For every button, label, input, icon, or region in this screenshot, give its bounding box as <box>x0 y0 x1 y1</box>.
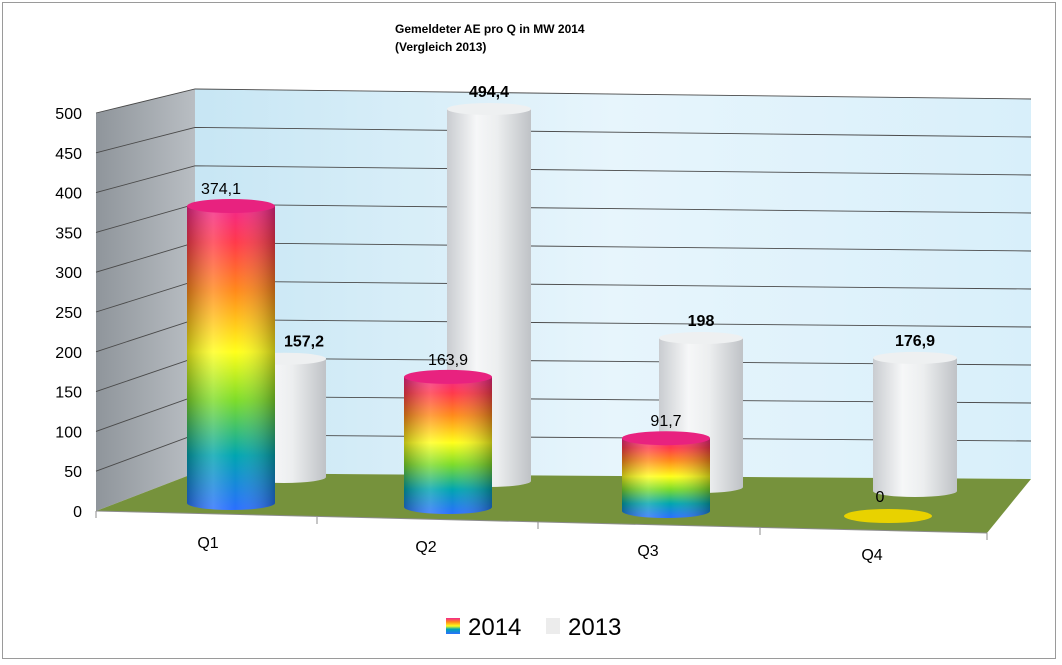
y-tick-label: 450 <box>55 146 82 163</box>
y-tick-label: 350 <box>55 225 82 242</box>
x-axis-ticks: Q1 Q2 Q3 Q4 <box>95 511 988 564</box>
cylinder-body <box>873 357 957 497</box>
legend-swatch-2014 <box>446 618 460 634</box>
cylinder-top <box>447 103 531 115</box>
zero-value-marker <box>844 509 932 523</box>
legend-swatch-2013 <box>546 618 560 634</box>
legend: 2014 2013 <box>446 614 621 641</box>
y-tick-label: 250 <box>55 305 82 322</box>
data-labels: 157,2 494,4 198 176,9 374,1 163,9 91,7 0 <box>201 84 935 506</box>
chart-subtitle: (Vergleich 2013) <box>395 40 486 54</box>
cylinder-top <box>187 199 275 213</box>
y-tick-label: 400 <box>55 186 82 203</box>
y-tick-label: 500 <box>55 106 82 123</box>
x-tick-label: Q2 <box>415 539 436 556</box>
grid-line <box>95 88 1032 114</box>
chart-title: Gemeldeter AE pro Q in MW 2014 <box>395 22 585 36</box>
grid-line <box>95 126 1032 154</box>
bar-2013 <box>873 351 957 497</box>
cylinder-top <box>659 332 743 345</box>
data-label-2014: 163,9 <box>428 352 468 369</box>
y-tick-label: 50 <box>64 464 82 481</box>
bar-2014 <box>404 369 492 514</box>
bar-2014 <box>622 431 710 518</box>
y-tick-label: 300 <box>55 265 82 282</box>
cylinder-top <box>404 369 492 384</box>
cylinder-top <box>622 431 710 446</box>
data-label-2014: 0 <box>876 489 885 506</box>
x-axis-line <box>95 510 988 534</box>
cylinder-shade <box>622 438 710 518</box>
y-tick-label: 100 <box>55 424 82 441</box>
x-tick-label: Q1 <box>197 535 218 552</box>
data-label-2013: 198 <box>688 313 715 330</box>
side-wall <box>96 89 195 511</box>
data-label-2013: 176,9 <box>895 333 935 350</box>
legend-label-2013: 2013 <box>568 614 621 641</box>
cylinder-shade <box>187 206 275 510</box>
chart-canvas: Gemeldeter AE pro Q in MW 2014 (Vergleic… <box>55 22 1032 641</box>
y-axis-ticks: 0 50 100 150 200 250 300 350 400 450 500 <box>55 106 82 521</box>
y-tick-label: 200 <box>55 345 82 362</box>
x-tick-label: Q4 <box>861 547 882 564</box>
floor <box>96 473 1031 533</box>
y-tick-label: 150 <box>55 385 82 402</box>
series-2014-bars <box>187 199 932 523</box>
bar-2014 <box>187 199 275 510</box>
grid-line <box>95 165 1032 194</box>
data-label-2013: 494,4 <box>469 84 509 101</box>
data-label-2014: 374,1 <box>201 181 241 198</box>
cylinder-shade <box>404 376 492 514</box>
legend-label-2014: 2014 <box>468 614 521 641</box>
x-tick-label: Q3 <box>637 543 658 560</box>
data-label-2013: 157,2 <box>284 334 324 351</box>
y-tick-label: 0 <box>73 504 82 521</box>
cylinder-top <box>873 351 957 364</box>
bar-2014 <box>844 509 932 523</box>
data-label-2014: 91,7 <box>650 413 681 430</box>
